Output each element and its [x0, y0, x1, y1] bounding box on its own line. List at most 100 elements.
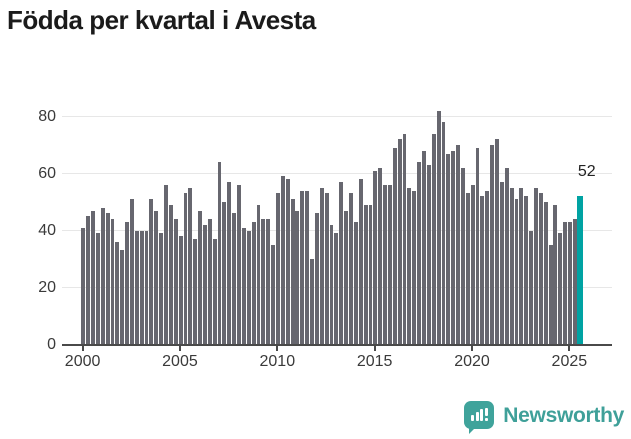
bar-quarter — [251, 221, 256, 345]
bar-quarter — [490, 145, 495, 345]
bar-quarter — [300, 190, 305, 345]
x-axis-label-2020: 2020 — [454, 353, 490, 370]
bar-quarter — [499, 182, 504, 345]
newsworthy-logo[interactable]: Newsworthy — [464, 400, 624, 434]
bar-quarter — [543, 202, 548, 345]
bar-latest-quarter — [577, 196, 583, 345]
bar-quarter — [86, 216, 91, 345]
bar-quarter — [368, 204, 373, 345]
gridline-80 — [62, 116, 612, 117]
x-axis-tick-2005 — [178, 346, 181, 351]
bar-quarter — [144, 230, 149, 345]
latest-value-label: 52 — [577, 163, 596, 181]
bar-quarter — [227, 182, 232, 345]
bar-quarter — [436, 110, 441, 345]
bar-quarter — [426, 164, 431, 345]
bar-quarter — [139, 230, 144, 345]
bar-quarter — [295, 210, 300, 345]
bar-quarter — [110, 219, 115, 345]
bar-quarter — [100, 207, 105, 345]
bar-quarter — [314, 213, 319, 345]
y-axis-label-20: 20 — [38, 278, 56, 296]
bar-quarter — [129, 199, 134, 345]
bar-quarter — [198, 210, 203, 345]
bar-quarter — [280, 176, 285, 345]
bar-quarter — [514, 199, 519, 345]
bar-quarter — [524, 196, 529, 345]
bar-quarter — [563, 221, 568, 345]
x-axis-tick-2015 — [373, 346, 376, 351]
bar-quarter — [271, 244, 276, 345]
bar-quarter — [344, 210, 349, 345]
bar-quarter — [207, 219, 212, 345]
bar-quarter — [168, 204, 173, 345]
bar-quarter — [115, 241, 120, 345]
logo-bar-icon — [480, 408, 484, 421]
bar-quarter — [339, 182, 344, 345]
bar-quarter — [237, 184, 241, 345]
logo-bar-icon — [471, 414, 475, 421]
bar-quarter — [456, 145, 461, 345]
bar-quarter — [232, 213, 237, 345]
bar-quarter — [285, 179, 290, 345]
x-axis-tick-2010 — [276, 346, 279, 351]
bar-quarter — [422, 150, 426, 345]
bar-quarter — [397, 139, 402, 345]
bar-quarter — [246, 230, 251, 345]
x-axis-label-2025: 2025 — [551, 353, 588, 370]
bar-quarter — [383, 184, 387, 345]
x-axis-label-2005: 2005 — [162, 353, 198, 370]
bar-quarter — [461, 167, 465, 345]
x-axis-label-2015: 2015 — [356, 353, 393, 370]
x-axis-tick-2020 — [471, 346, 473, 351]
plot-area: 0 20 40 60 80 2000 2005 2010 2015 2020 2025 52 — [38, 108, 612, 370]
y-axis-label-40: 40 — [38, 221, 56, 239]
bar-quarter — [334, 233, 339, 345]
bar-quarter — [217, 162, 222, 345]
bar-quarter — [154, 210, 159, 345]
bar-quarter — [480, 196, 485, 345]
bar-quarter — [159, 233, 164, 345]
bar-quarter — [529, 230, 534, 345]
bar-quarter — [188, 187, 193, 345]
bar-quarter — [353, 221, 358, 345]
x-axis-label-2000: 2000 — [64, 353, 101, 370]
bar-quarter — [504, 167, 509, 345]
bar-quarter — [363, 204, 368, 345]
bar-quarter — [212, 239, 217, 345]
bar-quarter — [553, 204, 558, 345]
bar-quarter — [387, 184, 392, 345]
bar-quarter — [164, 184, 168, 345]
logo-exclamation-icon — [485, 407, 489, 416]
bar-quarter — [203, 224, 207, 345]
bar-quarter — [241, 227, 246, 345]
bar-quarter — [91, 210, 95, 345]
bar-quarter — [509, 187, 514, 345]
bar-quarter — [222, 202, 227, 345]
y-axis-label-60: 60 — [38, 164, 56, 182]
bar-quarter — [378, 167, 383, 345]
bar-quarter — [407, 187, 412, 345]
bar-quarter — [105, 213, 110, 345]
bar-quarter — [134, 230, 139, 345]
bar-quarter — [534, 187, 538, 345]
bar-quarter — [495, 139, 499, 345]
bar-quarter — [81, 227, 86, 345]
gridline-40 — [62, 230, 612, 231]
bar-quarter — [538, 193, 543, 345]
bar-quarter — [475, 147, 480, 345]
bar-quarter — [329, 224, 334, 345]
bar-quarter — [485, 190, 490, 345]
bar-quarter — [125, 221, 129, 345]
newsworthy-logo-icon — [464, 400, 495, 434]
bar-quarter — [95, 233, 100, 345]
bar-quarter — [256, 204, 261, 345]
bar-quarter — [558, 233, 563, 345]
logo-exclamation-dot-icon — [485, 417, 489, 421]
bar-quarter — [572, 219, 577, 345]
bar-quarter — [519, 187, 524, 345]
bar-quarter — [349, 193, 353, 345]
bar-quarter — [261, 219, 266, 345]
bar-quarter — [373, 170, 378, 345]
